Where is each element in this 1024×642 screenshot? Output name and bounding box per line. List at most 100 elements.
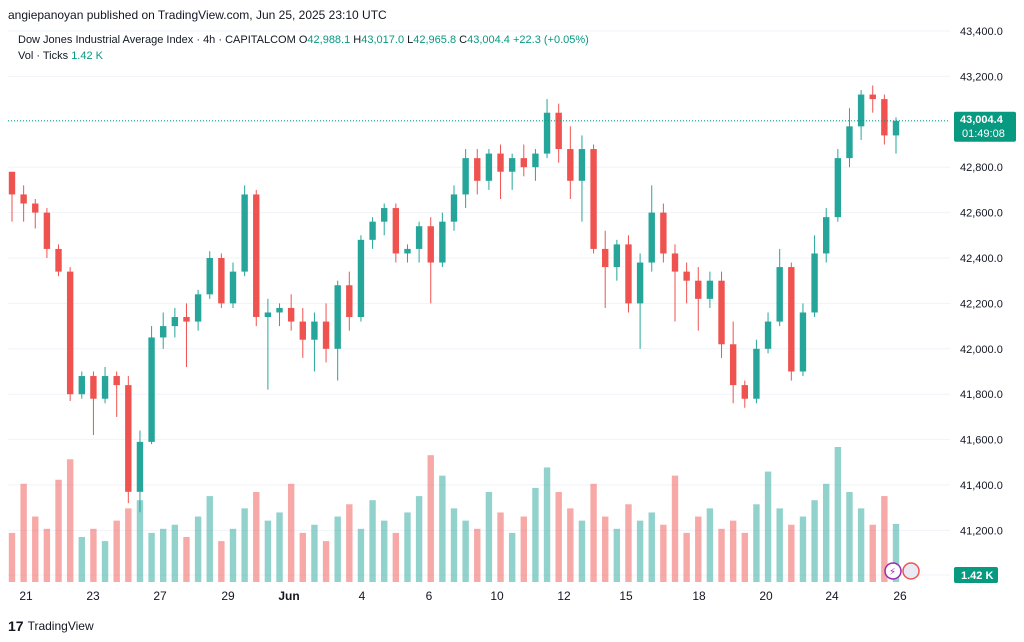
candle-body	[706, 280, 714, 299]
chart-legend: Dow Jones Industrial Average Index · 4h …	[18, 32, 589, 64]
volume-bar	[113, 520, 120, 582]
volume-bar	[474, 528, 481, 582]
volume-bar	[171, 524, 179, 582]
candle-body	[753, 348, 760, 399]
volume-bar	[602, 516, 609, 582]
x-tick-label: Jun	[278, 589, 299, 603]
volume-bar	[194, 516, 202, 582]
y-tick-label: 43,200.0	[960, 71, 1003, 83]
candle-body	[183, 317, 190, 322]
candle-body	[253, 194, 260, 318]
candle-body	[695, 280, 702, 299]
time-axis[interactable]: 21 23 27 29 Jun 4 6 10 12 15 18 20 24 26	[19, 589, 907, 603]
high-label: H	[353, 34, 362, 46]
candle-body	[32, 203, 39, 213]
volume-bar	[183, 537, 190, 582]
candle-body	[462, 158, 469, 195]
x-tick-label: 18	[692, 589, 706, 603]
candle-body	[20, 194, 27, 204]
volume-bar	[741, 532, 748, 582]
candle-body	[625, 244, 632, 304]
volume-bar	[55, 479, 62, 582]
x-tick-label: 26	[893, 589, 907, 603]
candle-body	[194, 294, 202, 322]
candle-body	[485, 153, 493, 181]
volume-bar	[392, 532, 400, 582]
event-icons[interactable]: ⚡	[884, 562, 920, 580]
candle-body	[346, 285, 353, 318]
high-value: 43,017.0	[361, 34, 405, 46]
y-tick-label: 41,200.0	[960, 525, 1003, 537]
volume-bar	[590, 483, 597, 582]
volume-bar	[823, 483, 830, 582]
close-value: 43,004.4	[467, 34, 510, 46]
volume-bar	[241, 508, 248, 582]
volume-bar	[776, 508, 783, 582]
candle-body	[508, 158, 516, 172]
volume-bar	[43, 528, 51, 582]
candle-body	[450, 194, 458, 222]
candle-body	[636, 262, 644, 304]
volume-bar	[695, 516, 702, 582]
volume-bar	[404, 512, 411, 582]
candle-body	[8, 171, 16, 195]
x-tick-label: 20	[759, 589, 773, 603]
x-tick-label: 24	[825, 589, 839, 603]
volume-bar	[520, 516, 527, 582]
candle-body	[113, 376, 120, 386]
legend-volume-row: Vol · Ticks 1.42 K	[18, 48, 589, 64]
volume-bar	[229, 528, 237, 582]
candle-body	[671, 253, 679, 272]
volume-bar	[136, 500, 144, 582]
us-flag-icon[interactable]	[902, 562, 920, 580]
candle-body	[78, 376, 85, 395]
volume-bar	[625, 504, 632, 582]
volume-bar	[20, 483, 27, 582]
volume-bar	[497, 512, 504, 582]
candle-body	[764, 321, 772, 349]
candle-body	[729, 344, 737, 386]
candle-body	[218, 258, 225, 304]
x-tick-label: 15	[619, 589, 633, 603]
volume-bar	[276, 512, 283, 582]
volume-bar	[357, 528, 365, 582]
volume-bar	[485, 492, 493, 582]
candle-body	[590, 149, 597, 249]
x-tick-label: 10	[490, 589, 504, 603]
publisher-line: angiepanoyan published on TradingView.co…	[8, 8, 387, 22]
volume-bar	[683, 532, 690, 582]
candle-body	[532, 153, 539, 168]
candle-body	[136, 441, 144, 492]
candle-body	[392, 208, 400, 254]
open-label: O	[298, 34, 308, 46]
y-tick-label: 42,200.0	[960, 298, 1003, 310]
volume-bar	[846, 492, 853, 582]
candle-body	[857, 94, 865, 127]
legend-ohlc-row: Dow Jones Industrial Average Index · 4h …	[18, 32, 589, 48]
tradingview-logo-icon[interactable]: 17	[8, 618, 24, 634]
volume-bar	[764, 471, 772, 582]
svg-text:⚡: ⚡	[889, 567, 896, 578]
volume-bar	[508, 532, 516, 582]
footer-brand: 17 TradingView	[8, 618, 94, 634]
volume-bar	[881, 496, 888, 582]
volume-label[interactable]: Vol · Ticks	[18, 50, 69, 62]
symbol-name[interactable]: Dow Jones Industrial Average Index · 4h …	[18, 34, 296, 46]
lightning-icon[interactable]	[884, 562, 902, 580]
volume-bar	[287, 483, 295, 582]
footer-brand-name: TradingView	[27, 619, 94, 633]
candle-body	[299, 321, 306, 340]
price-tag: 43,004.4 01:49:08	[954, 111, 1016, 142]
volume-bar	[32, 516, 39, 582]
candle-body	[381, 208, 388, 222]
candle-body	[66, 271, 74, 395]
candle-body	[613, 244, 621, 268]
candle-body	[718, 280, 725, 345]
price-axis[interactable]: 43,400.043,200.043,000.042,800.042,600.0…	[960, 26, 1003, 582]
volume-bar	[729, 520, 737, 582]
candle-body	[148, 337, 155, 442]
candle-body	[648, 212, 655, 263]
volume-bar	[543, 467, 551, 582]
volume-bar	[834, 447, 842, 582]
